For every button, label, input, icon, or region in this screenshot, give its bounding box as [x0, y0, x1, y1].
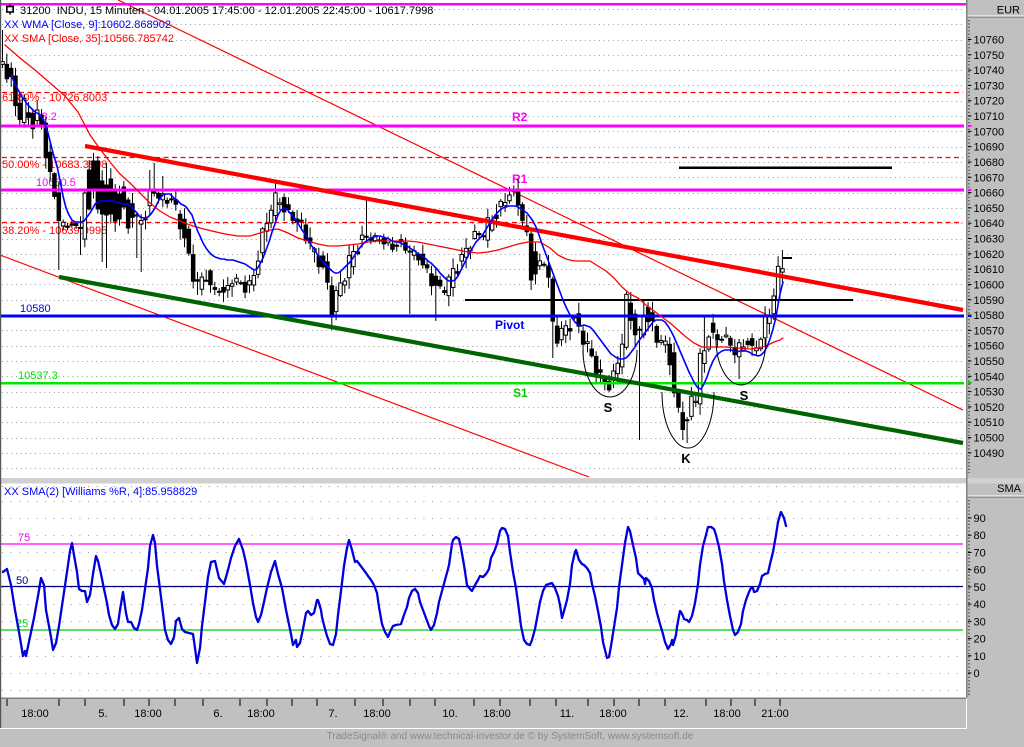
svg-text:S1: S1: [513, 386, 528, 400]
svg-text:10610: 10610: [974, 264, 1005, 276]
svg-text:S: S: [604, 400, 613, 415]
svg-text:R2: R2: [512, 110, 528, 124]
svg-text:10520: 10520: [974, 402, 1005, 414]
svg-text:10640: 10640: [974, 218, 1005, 230]
svg-text:S: S: [740, 388, 749, 403]
svg-text:10710: 10710: [974, 111, 1005, 123]
svg-text:38.20% - 10639.9995: 38.20% - 10639.9995: [2, 225, 107, 237]
svg-text:10700: 10700: [974, 126, 1005, 138]
svg-text:10590: 10590: [974, 295, 1005, 307]
svg-text:30: 30: [974, 616, 986, 628]
svg-text:10630: 10630: [974, 234, 1005, 246]
svg-text:10: 10: [974, 651, 986, 663]
svg-text:6.: 6.: [213, 708, 222, 720]
svg-text:10540: 10540: [974, 371, 1005, 383]
svg-text:60: 60: [974, 565, 986, 577]
svg-text:ΧΧ SMA(2) [Williams %R, 4]:85.: ΧΧ SMA(2) [Williams %R, 4]:85.958829: [4, 486, 197, 498]
svg-text:5.: 5.: [98, 708, 107, 720]
svg-text:Pivot: Pivot: [495, 318, 524, 332]
svg-text:50: 50: [974, 582, 986, 594]
svg-text:18:00: 18:00: [483, 708, 511, 720]
svg-text:10550: 10550: [974, 356, 1005, 368]
svg-text:10680: 10680: [974, 157, 1005, 169]
svg-text:18:00: 18:00: [713, 708, 741, 720]
svg-text:SMA: SMA: [997, 483, 1022, 495]
svg-text:90: 90: [974, 513, 986, 525]
svg-text:10620: 10620: [974, 249, 1005, 261]
svg-text:12.: 12.: [673, 708, 688, 720]
svg-text:10660: 10660: [974, 188, 1005, 200]
svg-text:21:00: 21:00: [761, 708, 789, 720]
svg-text:18:00: 18:00: [363, 708, 391, 720]
svg-text:10580: 10580: [974, 310, 1005, 322]
svg-text:10.: 10.: [442, 708, 457, 720]
svg-text:ΧΧ SMA [Close, 35]:10566.78574: ΧΧ SMA [Close, 35]:10566.785742: [4, 33, 174, 45]
svg-text:61.80% - 10726.8003: 61.80% - 10726.8003: [2, 92, 107, 104]
svg-text:10690: 10690: [974, 142, 1005, 154]
svg-text:R1: R1: [512, 172, 528, 186]
svg-text:10670: 10670: [974, 172, 1005, 184]
svg-text:10720: 10720: [974, 96, 1005, 108]
svg-text:EUR: EUR: [997, 5, 1020, 17]
svg-text:10740: 10740: [974, 65, 1005, 77]
svg-text:10560: 10560: [974, 341, 1005, 353]
svg-text:80: 80: [974, 530, 986, 542]
svg-text:10580: 10580: [20, 303, 51, 315]
svg-text:10600: 10600: [974, 280, 1005, 292]
svg-text:11.: 11.: [560, 708, 574, 720]
svg-text:7.: 7.: [328, 708, 337, 720]
svg-text:70: 70: [974, 548, 986, 560]
svg-text:10730: 10730: [974, 80, 1005, 92]
svg-text:TradeSignal® and www.technical: TradeSignal® and www.technical-investor.…: [327, 731, 694, 742]
svg-text:K: K: [681, 451, 691, 466]
svg-text:0: 0: [974, 668, 980, 680]
svg-text:75: 75: [18, 532, 30, 544]
svg-text:18:00: 18:00: [134, 708, 162, 720]
svg-text:10570: 10570: [974, 325, 1005, 337]
svg-text:10500: 10500: [974, 433, 1005, 445]
svg-text:10530: 10530: [974, 387, 1005, 399]
svg-text:10490: 10490: [974, 448, 1005, 460]
svg-text:18:00: 18:00: [247, 708, 275, 720]
svg-text:10510: 10510: [974, 417, 1005, 429]
svg-text:ΧΧ WMA [Close, 9]:10602.868902: ΧΧ WMA [Close, 9]:10602.868902: [4, 19, 171, 31]
svg-text:40: 40: [974, 599, 986, 611]
svg-text:10537.3: 10537.3: [18, 370, 58, 382]
svg-text:31200 INDU, 15 Minuten - 04.0: 31200 INDU, 15 Minuten - 04.01.2005 17:4…: [20, 5, 433, 17]
svg-text:18:00: 18:00: [21, 708, 49, 720]
svg-text:18:00: 18:00: [599, 708, 627, 720]
svg-text:10650: 10650: [974, 203, 1005, 215]
svg-text:10750: 10750: [974, 50, 1005, 62]
svg-text:50: 50: [16, 575, 28, 587]
svg-text:20: 20: [974, 634, 986, 646]
svg-text:10760: 10760: [974, 35, 1005, 47]
